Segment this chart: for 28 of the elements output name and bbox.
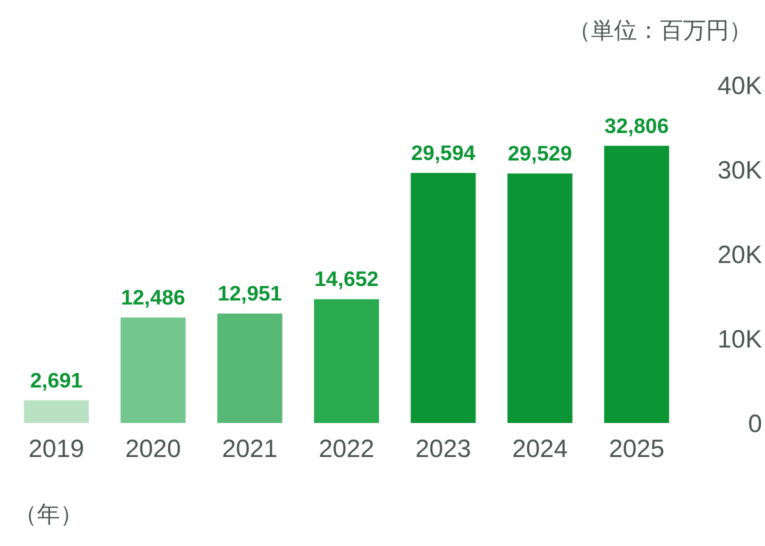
data-label: 29,529 — [508, 142, 572, 166]
y-tick-label: 30K — [718, 156, 762, 184]
y-tick-label: 0 — [748, 410, 762, 438]
x-tick-label: 2024 — [512, 435, 568, 463]
data-label: 14,652 — [314, 268, 379, 292]
x-axis-title: （年） — [14, 501, 83, 527]
y-axis-title: （単位：百万円） — [568, 17, 752, 43]
data-label: 12,951 — [218, 282, 282, 306]
bar — [120, 317, 186, 423]
bar — [24, 400, 89, 423]
bar — [217, 314, 282, 423]
x-tick-label: 2022 — [318, 435, 374, 463]
y-tick-label: 10K — [718, 326, 762, 354]
x-tick-label: 2021 — [222, 435, 278, 463]
x-tick-label: 2025 — [608, 435, 664, 463]
x-tick-label: 2023 — [415, 435, 472, 463]
y-tick-label: 40K — [718, 72, 762, 100]
data-label: 12,486 — [120, 286, 186, 310]
bar — [507, 173, 572, 423]
bar — [604, 146, 670, 423]
x-tick-label: 2020 — [125, 435, 181, 463]
y-tick-label: 20K — [718, 241, 762, 269]
bar — [314, 299, 379, 423]
data-label: 2,691 — [30, 369, 83, 392]
bar — [410, 172, 476, 423]
data-label: 32,806 — [604, 114, 669, 138]
data-label: 29,594 — [411, 142, 476, 165]
x-tick-label: 2019 — [28, 435, 84, 463]
